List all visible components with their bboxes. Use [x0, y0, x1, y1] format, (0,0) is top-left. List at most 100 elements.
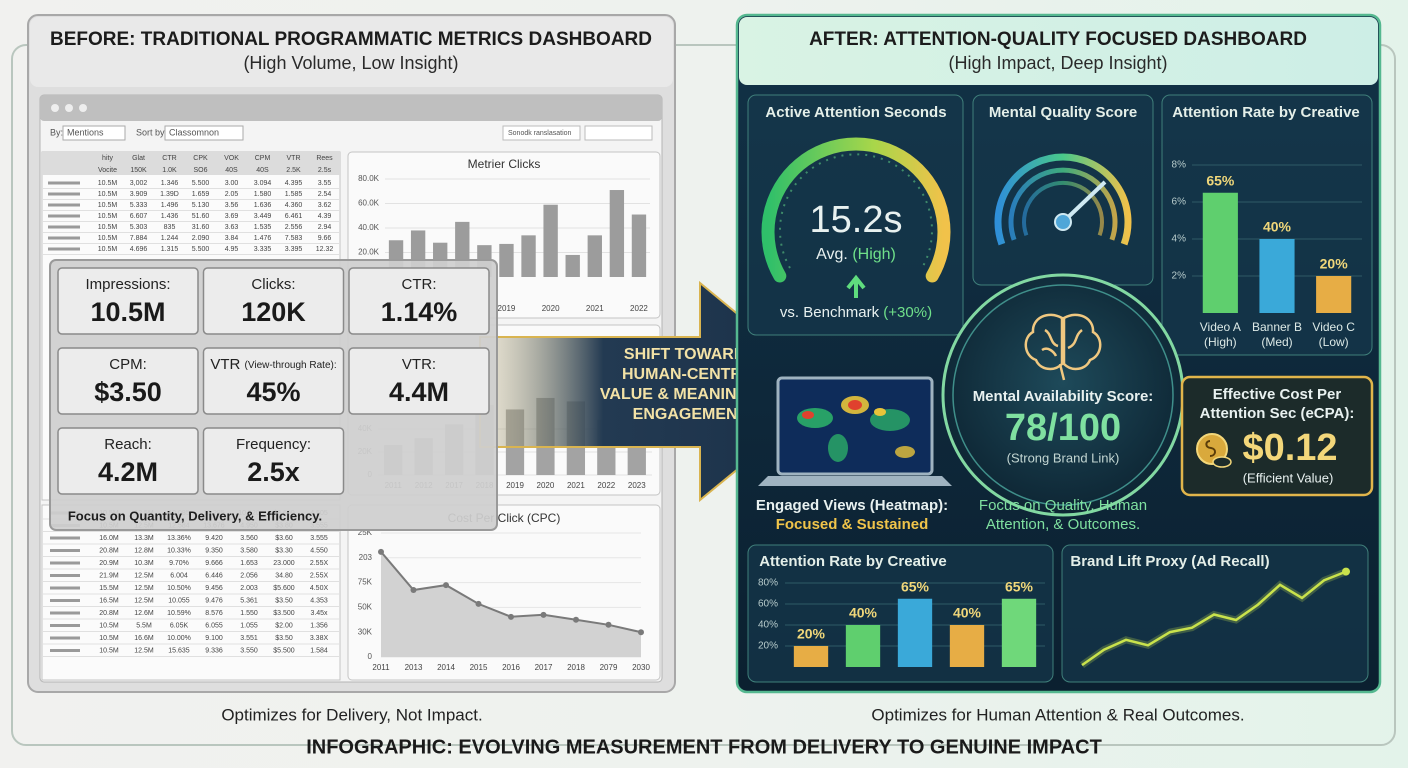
bar	[543, 204, 558, 277]
table-header-cell: CPM	[255, 155, 271, 162]
select-box[interactable]	[164, 125, 244, 141]
table-header-cell: CTR	[162, 155, 176, 162]
point	[410, 587, 417, 594]
table-cell: 6.055	[205, 622, 223, 629]
label: Reach:	[104, 436, 152, 453]
table-cell: 10.5M	[98, 180, 118, 187]
metric-value: 4.4M	[389, 377, 449, 407]
benchmark-label: vs. Benchmark	[780, 304, 880, 321]
y-tick-label: 2%	[1172, 271, 1187, 282]
metric-value: $3.50	[94, 377, 162, 407]
table-cell: 6.446	[205, 572, 223, 579]
coin-symbol	[1205, 440, 1216, 457]
bar	[499, 243, 514, 277]
table-cell: 20.8M	[99, 547, 119, 554]
heat-blob	[802, 411, 814, 419]
arrow-line: HUMAN-CENTRIC	[622, 366, 758, 383]
label: CTR:	[402, 276, 437, 293]
label: Frequency:	[236, 436, 311, 453]
table-cell: 1.436	[161, 213, 179, 220]
metric-label: CPM:	[109, 356, 147, 373]
y-tick-label: 20.0K	[358, 248, 380, 257]
gauge	[1022, 180, 1104, 236]
table-cell: 3.84	[225, 235, 239, 242]
label: VTR	[210, 356, 240, 373]
table-cell: 3.555	[310, 535, 328, 542]
value-label: 40%	[849, 605, 878, 621]
table-cell: 3.550	[240, 647, 258, 654]
table-cell: 1.244	[161, 235, 179, 242]
frame	[11, 44, 1396, 746]
y-tick-label: 4%	[1172, 234, 1187, 245]
metric-card	[202, 267, 345, 335]
table-cell: $3.50	[275, 635, 293, 642]
table-cell: 2.94	[318, 224, 332, 231]
table-cell: 10.5M	[98, 235, 118, 242]
table-cell: 835	[164, 224, 176, 231]
metric-label: VTR (View-through Rate):	[210, 356, 336, 373]
heat-blob	[797, 408, 833, 428]
table-cell: 4.696	[130, 246, 148, 253]
x-tick-label: 2016	[502, 663, 520, 672]
table-header-cell: Vocite	[98, 167, 117, 174]
table-cell: 12.5M	[134, 647, 154, 654]
x-tick-label: Banner B	[1252, 320, 1302, 334]
x-tick-note: (Low)	[1319, 335, 1349, 349]
arrow-line: SHIFT TOWARDS	[624, 346, 756, 363]
search-box[interactable]	[502, 125, 581, 141]
x-tick-label: 2079	[600, 663, 618, 672]
x-tick-label: 2018	[567, 663, 585, 672]
bar	[1001, 598, 1037, 667]
label: Clicks:	[251, 276, 295, 293]
table-cell: 10.3M	[134, 560, 154, 567]
y-tick-label: 80.0K	[358, 174, 380, 183]
table-cell: 16.5M	[99, 597, 119, 604]
y-tick-label: 203	[359, 553, 373, 562]
table-cell: 3.00	[225, 180, 239, 187]
panel-title: Mental Quality Score	[989, 104, 1137, 121]
availability-ring	[952, 284, 1174, 506]
after-charts: 2%4%6%8%Video A(High)65%Banner B(Med)40%…	[758, 160, 1362, 668]
table-header-cell: VOK	[224, 155, 239, 162]
x-tick-label: 2020	[542, 304, 560, 313]
select-box[interactable]	[62, 125, 126, 141]
table-cell: 12.5M	[134, 572, 154, 579]
table-cell: 16.6M	[134, 635, 154, 642]
metric-value: 4.2M	[98, 457, 158, 487]
bar	[521, 235, 536, 277]
table-cell: 3.63	[225, 224, 239, 231]
point	[475, 600, 482, 607]
table-cell: 4.395	[285, 180, 303, 187]
table-cell: 10.50%	[167, 585, 191, 592]
table-cell: 1.346	[161, 180, 179, 187]
metric-label: Reach:	[104, 436, 152, 453]
search-input[interactable]	[584, 125, 653, 141]
table-cell: 12.5M	[134, 597, 154, 604]
table-cell: 2.090	[192, 235, 210, 242]
table-cell: 12.8M	[134, 547, 154, 554]
y-tick-label: 60%	[758, 599, 778, 610]
select-value: Mentions	[67, 127, 104, 137]
bar	[631, 214, 647, 277]
y-tick-label: 0	[368, 652, 373, 661]
attention-avg: Avg. (High)	[816, 246, 896, 263]
table-cell: 3.62	[318, 202, 332, 209]
table-cell: 6.004	[170, 572, 188, 579]
x-tick-label: 2020	[537, 481, 555, 490]
table-cell: 3.449	[254, 213, 272, 220]
before-header	[30, 17, 673, 87]
table-header-cell: 2.5s	[318, 167, 332, 174]
metric-label: Clicks:	[251, 276, 295, 293]
avg: Avg.	[816, 246, 848, 263]
table-header-cell: 2.5K	[286, 167, 301, 174]
row-label-bar	[50, 574, 80, 577]
table-cell: 15.635	[168, 647, 190, 654]
laptop-base	[758, 476, 952, 486]
bar	[793, 646, 829, 667]
focus-note: Attention, & Outcomes.	[986, 516, 1140, 533]
table-cell: 23.000	[273, 560, 295, 567]
table-cell: 6.461	[285, 213, 303, 220]
x-tick-label: 2017	[535, 663, 553, 672]
select-value: Classomnon	[169, 127, 219, 137]
